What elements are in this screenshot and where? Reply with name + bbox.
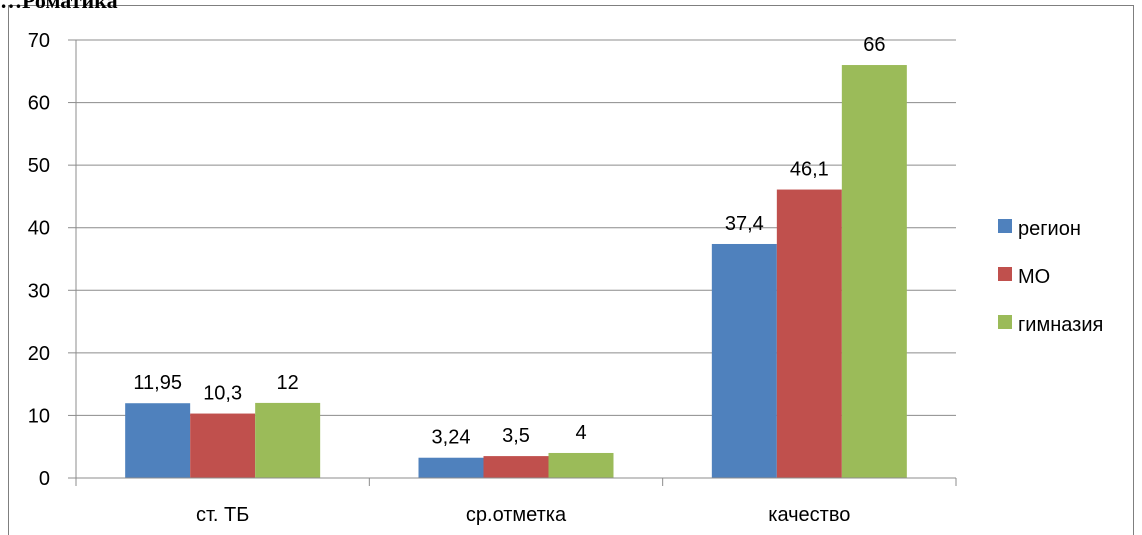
legend-swatch bbox=[998, 315, 1012, 329]
bar bbox=[255, 402, 321, 478]
x-tick-label: ср.отметка bbox=[466, 504, 567, 526]
y-tick-label: 50 bbox=[28, 155, 50, 177]
data-label: 46,1 bbox=[790, 159, 829, 181]
data-label: 37,4 bbox=[725, 213, 764, 235]
chart-frame bbox=[8, 5, 1134, 535]
legend-swatch bbox=[998, 219, 1012, 233]
data-labels: 11,95 10,3 12 3,24 3,5 4 37,4 46,1 66 bbox=[133, 34, 885, 449]
cropped-heading: …Роматика bbox=[0, 0, 118, 13]
bar bbox=[190, 413, 256, 478]
y-tick-label: 70 bbox=[28, 30, 50, 52]
bar bbox=[776, 189, 842, 478]
legend-label: регион bbox=[1018, 218, 1081, 240]
x-tick-label: качество bbox=[768, 504, 850, 526]
data-label: 11,95 bbox=[133, 372, 182, 394]
bar bbox=[418, 457, 484, 478]
y-tick-label: 10 bbox=[28, 405, 50, 427]
y-tick-label: 30 bbox=[28, 280, 50, 302]
bar bbox=[483, 456, 549, 478]
y-tick-label: 40 bbox=[28, 218, 50, 240]
y-tick-label: 20 bbox=[28, 343, 50, 365]
y-tick-label: 60 bbox=[28, 93, 50, 115]
legend-label: МО bbox=[1018, 266, 1050, 288]
data-label: 10,3 bbox=[203, 383, 242, 405]
data-label: 12 bbox=[277, 372, 299, 394]
bar bbox=[548, 452, 614, 478]
data-label: 3,5 bbox=[502, 425, 530, 447]
bar bbox=[125, 403, 191, 478]
y-tick-label: 0 bbox=[39, 468, 50, 490]
bar bbox=[711, 243, 777, 478]
data-label: 3,24 bbox=[432, 427, 471, 449]
legend: регион МО гимназия bbox=[998, 218, 1103, 336]
bar bbox=[841, 65, 907, 479]
data-label: 4 bbox=[575, 422, 586, 444]
data-label: 66 bbox=[863, 34, 885, 56]
legend-swatch bbox=[998, 267, 1012, 281]
x-tick-label: ст. ТБ bbox=[196, 504, 249, 526]
legend-label: гимназия bbox=[1018, 314, 1103, 336]
axes: 0 10 20 30 40 50 60 70 ст. ТБ ср.отметка качество bbox=[28, 30, 957, 526]
bars bbox=[125, 65, 907, 479]
